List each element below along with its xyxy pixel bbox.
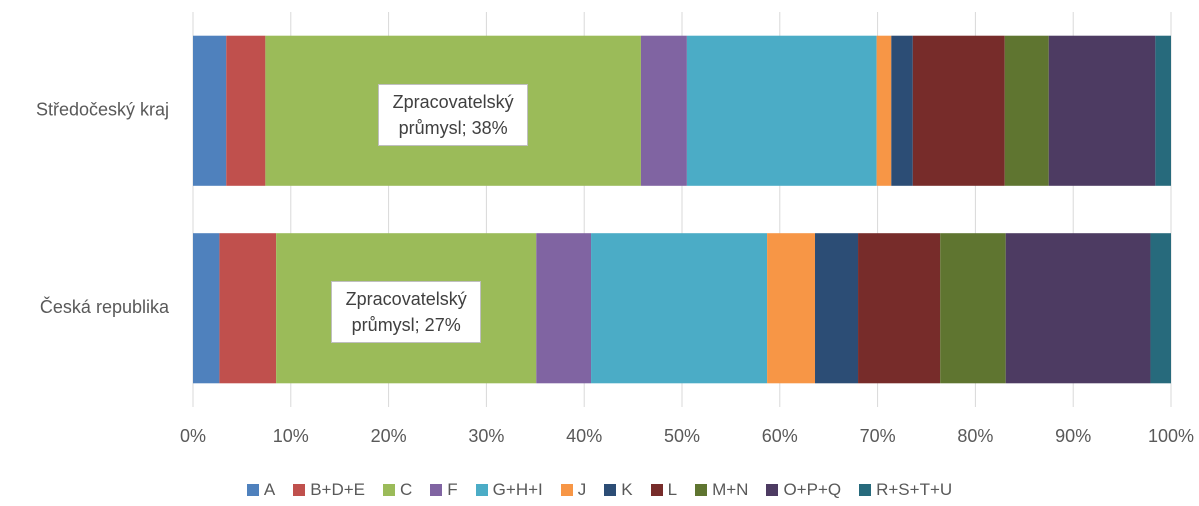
legend-swatch [766, 484, 779, 496]
data-label: Zpracovatelský průmysl; 27% [331, 281, 482, 344]
data-label: Zpracovatelský průmysl; 38% [378, 83, 529, 146]
legend-label: R+S+T+U [876, 480, 953, 499]
y-tick-label: Česká republika [40, 296, 170, 317]
legend-swatch [859, 484, 872, 496]
bar-segment [640, 35, 687, 186]
legend-label: L [667, 480, 678, 499]
x-tick-label: 80% [957, 426, 993, 446]
bar-segment [536, 233, 592, 384]
bar-segment [876, 35, 892, 186]
x-tick-label: 0% [180, 426, 206, 446]
legend-swatch [604, 484, 617, 496]
bar-segment [858, 233, 941, 384]
bar-segment [767, 233, 816, 384]
x-tick-label: 40% [566, 426, 602, 446]
bar-segment [226, 35, 266, 186]
x-tick-label: 10% [273, 426, 309, 446]
bar-segment [219, 233, 277, 384]
legend-item: F [430, 480, 458, 500]
bar-segment [1150, 233, 1171, 384]
bar-segment [1048, 35, 1156, 186]
legend-label: B+D+E [310, 480, 365, 499]
x-tick-label: 50% [664, 426, 700, 446]
legend-item: R+S+T+U [859, 480, 952, 500]
legend-item: L [650, 480, 678, 500]
bar-segment [1004, 35, 1049, 186]
bar-segment [891, 35, 913, 186]
bar-segment [193, 35, 227, 186]
legend-label: G+H+I [492, 480, 543, 499]
bar-segment [1155, 35, 1171, 186]
legend-swatch [650, 484, 663, 496]
legend-swatch [475, 484, 488, 496]
legend-label: A [263, 480, 276, 499]
legend-item: M+N [695, 480, 748, 500]
x-tick-label: 100% [1148, 426, 1194, 446]
x-tick-label: 30% [468, 426, 504, 446]
legend-swatch [246, 484, 259, 496]
legend-swatch [560, 484, 573, 496]
legend-item: C [383, 480, 412, 500]
bar-segment [591, 233, 768, 384]
legend-item: A [246, 480, 276, 500]
legend: A B+D+E C F G+H+I J K L M+N O+P+Q R+S+T+U [0, 480, 1199, 500]
x-tick-label: 70% [860, 426, 896, 446]
legend-label: M+N [712, 480, 749, 499]
legend-label: K [621, 480, 633, 499]
bar-segment [1005, 233, 1151, 384]
legend-swatch [383, 484, 395, 496]
legend-item: J [560, 480, 587, 500]
legend-label: J [577, 480, 587, 499]
x-tick-label: 90% [1055, 426, 1091, 446]
legend-label: O+P+Q [783, 480, 842, 499]
legend-label: C [400, 480, 413, 499]
legend-swatch [695, 484, 708, 496]
bar-segment [815, 233, 859, 384]
bar-segment [193, 233, 220, 384]
legend-item: G+H+I [475, 480, 543, 500]
x-tick-label: 20% [371, 426, 407, 446]
legend-swatch [293, 484, 306, 496]
legend-item: O+P+Q [766, 480, 841, 500]
bar-segment [912, 35, 1005, 186]
legend-label: F [447, 480, 458, 499]
bar-segment [686, 35, 877, 186]
bar-segment [940, 233, 1006, 384]
legend-item: B+D+E [293, 480, 365, 500]
legend-swatch [430, 484, 443, 496]
y-tick-label: Středočeský kraj [36, 100, 169, 120]
legend-item: K [604, 480, 633, 500]
x-tick-label: 60% [762, 426, 798, 446]
